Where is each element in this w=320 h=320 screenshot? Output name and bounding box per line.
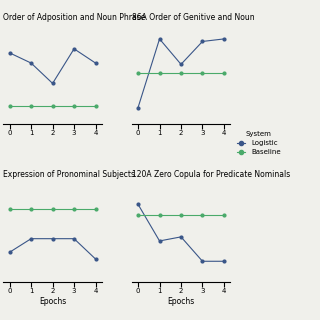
Text: Expression of Pronominal Subjects: Expression of Pronominal Subjects xyxy=(3,170,135,179)
X-axis label: Epochs: Epochs xyxy=(167,297,195,306)
X-axis label: Epochs: Epochs xyxy=(39,297,66,306)
Text: 120A Zero Copula for Predicate Nominals: 120A Zero Copula for Predicate Nominals xyxy=(132,170,290,179)
Text: Order of Adposition and Noun Phrase: Order of Adposition and Noun Phrase xyxy=(3,12,146,22)
Legend: Logistic, Baseline: Logistic, Baseline xyxy=(237,132,281,155)
Text: 86A Order of Genitive and Noun: 86A Order of Genitive and Noun xyxy=(132,12,254,22)
